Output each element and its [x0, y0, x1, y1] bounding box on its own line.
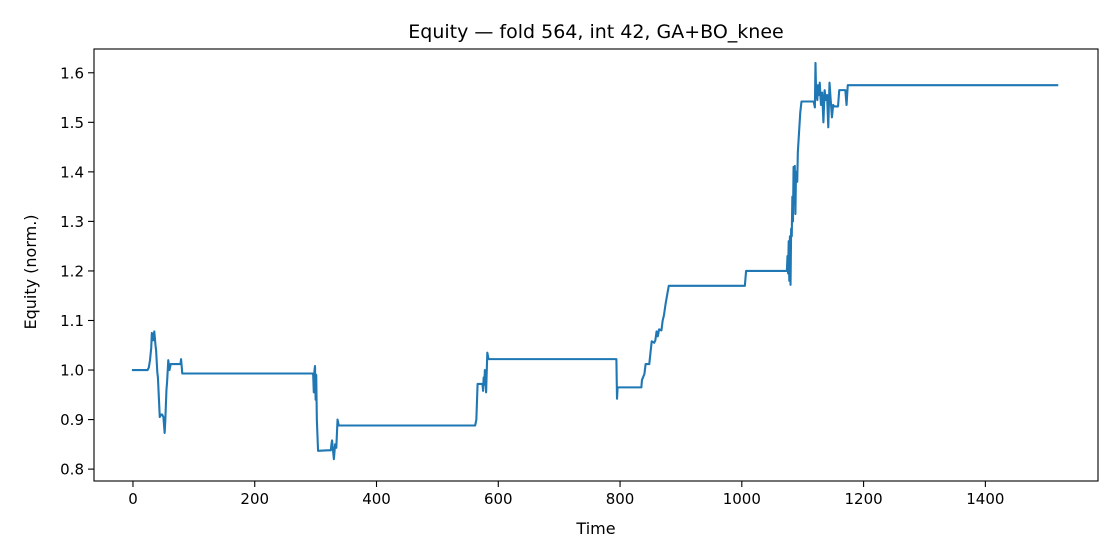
x-axis-title: Time	[575, 519, 615, 538]
y-tick-label: 1.1	[60, 312, 84, 330]
x-tick-label: 1200	[844, 490, 882, 508]
y-tick-label: 1.0	[60, 362, 84, 380]
y-tick-label: 1.6	[60, 64, 84, 82]
x-tick-label: 1000	[723, 490, 761, 508]
chart-title: Equity — fold 564, int 42, GA+BO_knee	[408, 21, 783, 43]
y-tick-label: 0.8	[60, 461, 84, 479]
x-tick-label: 600	[484, 490, 513, 508]
x-tick-label: 400	[362, 490, 391, 508]
x-tick-label: 1400	[966, 490, 1004, 508]
y-axis: 0.8 0.9 1.0 1.1 1.2 1.3 1.4 1.5 1.6	[60, 64, 94, 479]
equity-series-line	[131, 61, 1059, 461]
y-axis-title: Equity (norm.)	[21, 214, 40, 329]
y-tick-label: 1.5	[60, 114, 84, 132]
x-tick-label: 800	[606, 490, 635, 508]
y-tick-label: 1.4	[60, 163, 84, 181]
x-tick-label: 200	[240, 490, 269, 508]
y-tick-label: 1.3	[60, 213, 84, 231]
x-axis: 0 200 400 600 800 1000 1200 1400	[128, 481, 1004, 508]
x-tick-label: 0	[128, 490, 138, 508]
y-tick-label: 0.9	[60, 411, 84, 429]
series-layer	[131, 61, 1059, 461]
y-tick-label: 1.2	[60, 262, 84, 280]
plot-frame	[93, 48, 1099, 482]
